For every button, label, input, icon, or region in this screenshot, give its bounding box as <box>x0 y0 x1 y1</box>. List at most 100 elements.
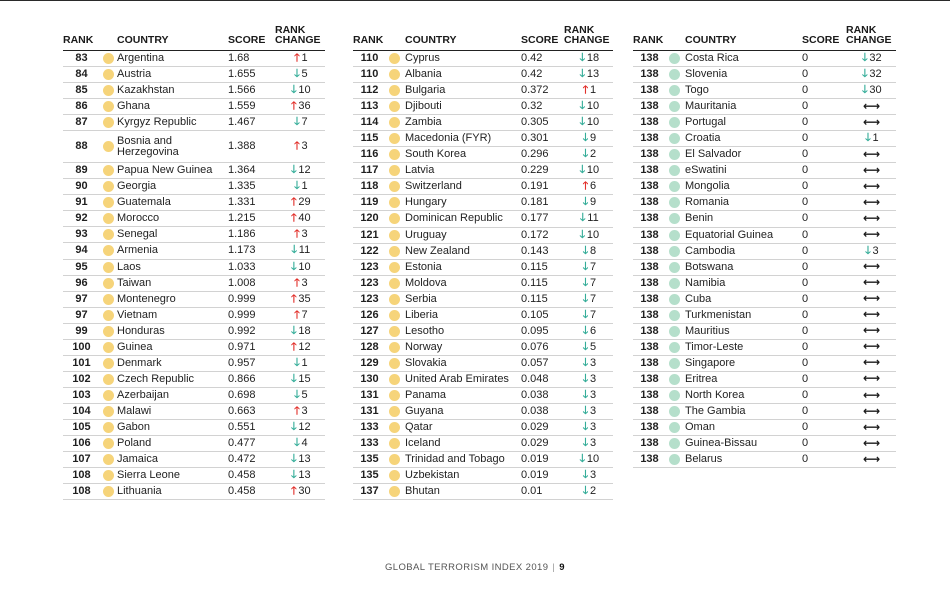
status-dot-icon <box>103 309 114 321</box>
country-cell: Honduras <box>117 323 228 340</box>
rank-change-value: 7 <box>589 308 597 321</box>
table-row: 138 Oman 0 ⟷ <box>633 419 896 437</box>
country-name: Bhutan <box>405 485 440 498</box>
country-cell: Argentina <box>117 50 228 68</box>
score-cell: 0 <box>802 451 846 469</box>
status-dot-icon <box>389 390 400 401</box>
header-dot <box>666 25 685 51</box>
score-cell: 0 <box>802 82 846 100</box>
rank-change-value: 3 <box>301 404 308 417</box>
country-name: Iceland <box>405 437 441 450</box>
rank-change-value: 30 <box>869 84 882 97</box>
dot-cell <box>666 435 685 453</box>
arrow-down-icon: 🡓 <box>582 292 589 305</box>
rank-cell: 88 <box>63 130 100 164</box>
dot-cell <box>100 419 117 437</box>
rank-cell: 122 <box>353 243 386 260</box>
rank-cell: 138 <box>633 114 666 132</box>
dot-cell <box>386 387 405 405</box>
header-rank: RANK <box>633 25 666 51</box>
rank-change-value: 12 <box>298 340 311 353</box>
rank-cell: 116 <box>353 146 386 164</box>
ranking-table-1: RANK COUNTRY SCORE RANK CHANGE 83 Argentin… <box>63 25 325 501</box>
table-row: 121 Uruguay 0.172 🡓 10 <box>353 227 613 244</box>
country-cell: Armenia <box>117 242 228 260</box>
rank-change-cell: 🡓 3 <box>564 419 613 437</box>
rank-cell: 138 <box>633 355 666 372</box>
country-name: Gabon <box>117 421 151 433</box>
arrow-down-icon: 🡓 <box>579 68 586 81</box>
rank-change-cell: 🡓 3 <box>564 355 613 372</box>
table-row: 138 Botswana 0 ⟷ <box>633 259 896 276</box>
country-name: Belarus <box>685 453 723 466</box>
score-cell: 0.301 <box>521 130 564 148</box>
rank-change-value: 13 <box>586 68 600 81</box>
rank-change-cell: 🡓 7 <box>564 275 613 292</box>
country-name: Cambodia <box>685 244 736 257</box>
country-name: Cuba <box>685 292 712 305</box>
dot-cell <box>386 130 405 148</box>
rank-change-cell: 🡑 29 <box>275 194 325 212</box>
header-rank-change-line2: CHANGE <box>564 34 610 46</box>
arrow-up-icon: 🡑 <box>294 276 300 289</box>
table-row: 106 Poland 0.477 🡓 4 <box>63 435 325 453</box>
status-dot-icon <box>389 341 400 353</box>
rank-change-cell: 🡓 11 <box>275 242 325 260</box>
country-name: Latvia <box>405 164 435 177</box>
rank-change-value: 9 <box>589 196 597 209</box>
rank-cell: 131 <box>353 387 386 405</box>
rank-change-cell: 🡑 3 <box>275 275 325 292</box>
rank-change-cell: 🡓 12 <box>275 162 325 180</box>
rank-change-cell: 🡓 10 <box>564 227 613 244</box>
rank-change-cell: 🡑 12 <box>275 339 325 356</box>
rank-change-cell: ⟷ <box>846 451 896 469</box>
score-cell: 0 <box>802 98 846 116</box>
rank-change-cell: 🡑 40 <box>275 210 325 228</box>
dot-cell <box>666 227 685 244</box>
rank-cell: 138 <box>633 435 666 453</box>
dot-cell <box>100 467 117 485</box>
table-row: 83 Argentina 1.68 🡑 1 <box>63 50 325 68</box>
country-name: Poland <box>117 437 152 450</box>
country-name: Romania <box>685 196 730 209</box>
rank-cell: 138 <box>633 291 666 308</box>
rank-change-value: 29 <box>298 196 311 209</box>
no-change-icon: ⟷ <box>863 291 881 306</box>
rank-cell: 97 <box>63 307 100 324</box>
country-cell: Mauritius <box>685 323 802 340</box>
score-cell: 0 <box>802 146 846 164</box>
status-dot-icon <box>389 85 400 97</box>
score-cell: 0.038 <box>521 387 564 405</box>
score-cell: 0 <box>802 323 846 340</box>
dot-cell <box>666 275 685 292</box>
rank-cell: 95 <box>63 259 100 276</box>
score-cell: 0.115 <box>521 291 564 308</box>
rank-change-value: 6 <box>589 180 597 193</box>
rank-change-value: 1 <box>301 180 308 193</box>
country-cell: Namibia <box>685 275 802 292</box>
country-name: Sierra Leone <box>117 469 180 482</box>
dot-cell <box>100 323 117 340</box>
score-cell: 0.992 <box>228 323 275 340</box>
status-dot-icon <box>103 165 114 177</box>
score-cell: 0.957 <box>228 355 275 372</box>
rank-change-cell: 🡓 10 <box>275 82 325 100</box>
country-cell: Morocco <box>117 210 228 228</box>
rank-change-cell: 🡓 32 <box>846 66 896 84</box>
ranking-table-3: RANK COUNTRY SCORE RANK CHANGE 138 Costa R… <box>633 25 896 469</box>
table-row: 123 Estonia 0.115 🡓 7 <box>353 259 613 276</box>
dot-cell <box>386 419 405 437</box>
arrow-up-icon: 🡑 <box>291 196 297 209</box>
country-name: Qatar <box>405 421 433 434</box>
country-cell: Montenegro <box>117 291 228 308</box>
arrow-down-icon: 🡓 <box>579 116 586 129</box>
rank-change-value: 1 <box>301 52 308 65</box>
dot-cell <box>386 194 405 212</box>
rank-change-cell: 🡓 15 <box>275 371 325 388</box>
rank-change-cell: 🡑 3 <box>275 403 325 420</box>
status-dot-icon <box>389 486 400 498</box>
dot-cell <box>100 66 117 84</box>
status-dot-icon <box>103 141 114 153</box>
score-cell: 0.663 <box>228 403 275 420</box>
score-cell: 1.215 <box>228 210 275 228</box>
